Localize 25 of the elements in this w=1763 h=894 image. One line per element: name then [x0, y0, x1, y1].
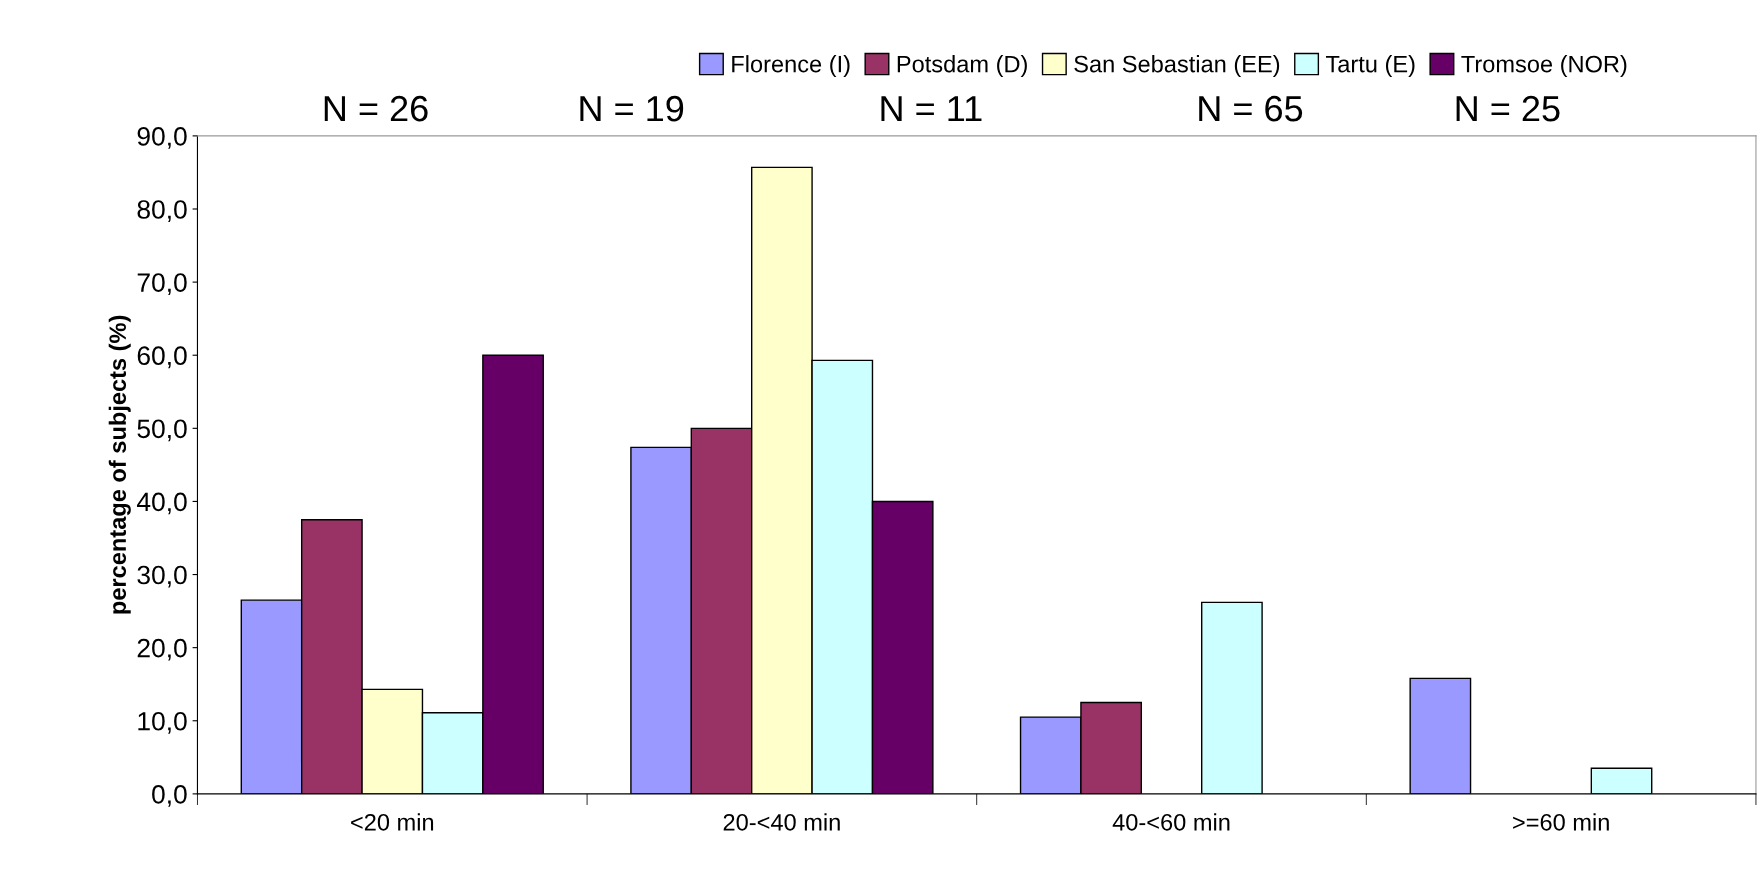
- legend-label: Tromsoe (NOR): [1461, 55, 1627, 78]
- text: N = 19: [580, 95, 684, 122]
- text: N = 25: [1456, 95, 1560, 122]
- text: N = 26: [324, 95, 428, 122]
- legend-label: Potsdam (D): [897, 55, 1027, 78]
- text: N = 11: [881, 96, 982, 122]
- legend-label: Tartu (E): [1325, 55, 1415, 78]
- y-tick-label: 0,0: [152, 785, 187, 807]
- y-tick-label: 60,0: [137, 346, 187, 369]
- y-tick-label: 90,0: [137, 127, 187, 149]
- y-axis-title: percentage of subjects (%): [108, 315, 131, 614]
- y-tick-label: 30,0: [137, 565, 187, 588]
- y-tick-label: 50,0: [137, 419, 187, 442]
- text: N = 65: [1199, 95, 1303, 122]
- y-tick-label: 70,0: [137, 273, 187, 296]
- y-tick-label: 20,0: [137, 638, 187, 661]
- x-tick-label: <20 min: [351, 813, 434, 831]
- x-tick-label: >=60 min: [1513, 813, 1609, 831]
- x-tick-label: 40-<60 min: [1112, 813, 1230, 831]
- y-tick-label: 80,0: [137, 200, 187, 222]
- y-tick-label: 40,0: [136, 492, 187, 515]
- y-tick-label: 10,0: [138, 711, 187, 734]
- x-tick-label: 20-<40 min: [723, 813, 840, 831]
- legend-label: Florence (I): [732, 55, 850, 78]
- legend-label: San Sebastian (EE): [1074, 55, 1280, 78]
